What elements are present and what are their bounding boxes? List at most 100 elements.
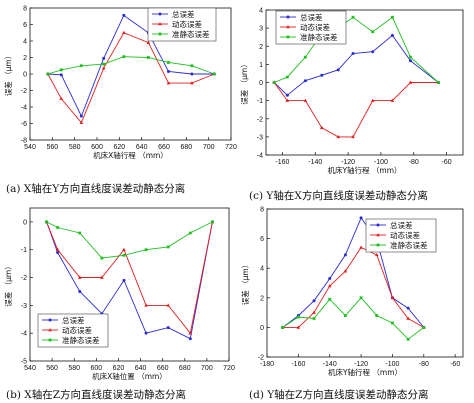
x-tick-label: 660: [157, 365, 169, 372]
legend-label: 动态误差: [300, 22, 330, 32]
data-point: [390, 98, 395, 102]
data-point: [359, 245, 363, 249]
legend-marker: [286, 25, 290, 29]
legend-marker: [48, 328, 52, 332]
data-point: [343, 253, 347, 257]
data-point: [77, 275, 82, 279]
y-axis-label: 误差 （μm）: [3, 262, 13, 306]
data-point: [304, 55, 307, 59]
legend-marker: [376, 223, 380, 227]
caption-a: (a) X轴在Y方向直线度误差动静态分离: [6, 183, 186, 195]
data-point: [79, 64, 83, 68]
data-point: [351, 52, 355, 55]
data-point: [343, 269, 348, 273]
data-point: [56, 251, 60, 255]
y-axis-label: 误差 （μm）: [240, 261, 250, 305]
x-tick-label: 640: [136, 144, 148, 151]
legend-label: 总误差: [300, 12, 323, 22]
data-point: [79, 114, 83, 118]
legend-marker: [376, 233, 380, 237]
y-tick-label: -2: [258, 355, 264, 362]
data-point: [122, 30, 126, 35]
data-point: [78, 231, 82, 235]
data-point: [166, 70, 170, 74]
y-tick-label: 8: [260, 207, 264, 214]
y-tick-label: 2: [259, 44, 263, 51]
legend-label: 动态误差: [390, 230, 420, 240]
x-axis-label: 机床X轴行程 （mm）: [93, 150, 168, 160]
x-tick-label: 620: [113, 144, 125, 151]
y-tick-label: 0: [23, 72, 27, 79]
data-point: [312, 299, 316, 303]
x-tick-label: 540: [24, 144, 36, 151]
legend-marker: [286, 15, 290, 19]
data-point: [351, 15, 355, 19]
x-tick-label: -60: [450, 361, 460, 368]
data-point: [285, 93, 289, 97]
legend-marker: [158, 32, 162, 36]
data-point: [166, 303, 170, 307]
data-point: [336, 68, 340, 72]
x-tick-label: 580: [69, 144, 81, 151]
x-tick-label: -120: [341, 159, 355, 166]
data-point: [188, 231, 192, 235]
x-tick-label: -160: [291, 361, 305, 368]
legend-marker: [158, 12, 162, 16]
data-point: [408, 80, 413, 84]
caption-c: (c) Y轴在X方向直线度误差动静态分离: [249, 190, 428, 202]
legend-marker: [376, 243, 380, 247]
data-point: [102, 62, 106, 66]
data-point: [55, 247, 60, 252]
series-line: [47, 56, 215, 75]
data-point: [102, 56, 106, 60]
data-point: [59, 96, 64, 101]
x-tick-label: 680: [179, 365, 191, 372]
data-point: [285, 98, 290, 102]
data-point: [312, 310, 316, 314]
data-point: [320, 73, 324, 77]
data-point: [328, 297, 332, 301]
y-tick-label: 6: [23, 22, 27, 29]
y-tick-label: 4: [260, 266, 264, 273]
data-point: [101, 66, 106, 70]
y-tick-label: -4: [257, 153, 263, 160]
y-tick-label: 0: [260, 325, 264, 332]
x-tick-label: 580: [68, 365, 80, 372]
x-tick-label: 640: [135, 365, 147, 372]
series-line: [282, 246, 425, 328]
data-point: [78, 289, 82, 293]
x-tick-label: 560: [46, 365, 58, 372]
caption-d: (d) Y轴在Z方向直线度误差动静态分离: [249, 389, 429, 401]
series-line: [282, 297, 425, 340]
x-tick-label: 600: [90, 365, 102, 372]
series-line: [273, 82, 439, 138]
data-point: [391, 15, 394, 19]
x-tick-label: -120: [354, 361, 368, 368]
chart-panel-c: -160 -140 -120 -100 -80 -60 -4 -3 -2 -1 0 1 2 3 4 机床Y轴行…: [239, 8, 464, 175]
y-tick-label: -1: [257, 98, 263, 105]
data-point: [406, 316, 410, 320]
y-axis-label: 误差 （μm）: [3, 52, 13, 96]
data-point: [391, 321, 394, 325]
data-point: [422, 326, 426, 329]
data-point: [122, 13, 126, 17]
legend-label: 总误差: [62, 315, 85, 325]
data-point: [144, 303, 148, 307]
x-tick-label: 600: [91, 144, 103, 151]
data-point: [359, 296, 363, 300]
legend-label: 准静态误差: [172, 29, 210, 39]
data-point: [390, 33, 394, 37]
data-point: [144, 248, 148, 252]
data-point: [371, 30, 375, 34]
data-point: [190, 81, 194, 85]
data-point: [166, 326, 170, 330]
data-point: [351, 134, 355, 139]
x-axis-label: 机床Y轴行程 （mm）: [328, 367, 402, 377]
data-point: [46, 72, 50, 76]
legend-label: 动态误差: [62, 325, 92, 335]
data-point: [408, 59, 412, 63]
series-line: [47, 32, 215, 124]
y-tick-label: -1: [21, 247, 27, 254]
data-point: [374, 252, 379, 257]
data-point: [188, 331, 193, 335]
